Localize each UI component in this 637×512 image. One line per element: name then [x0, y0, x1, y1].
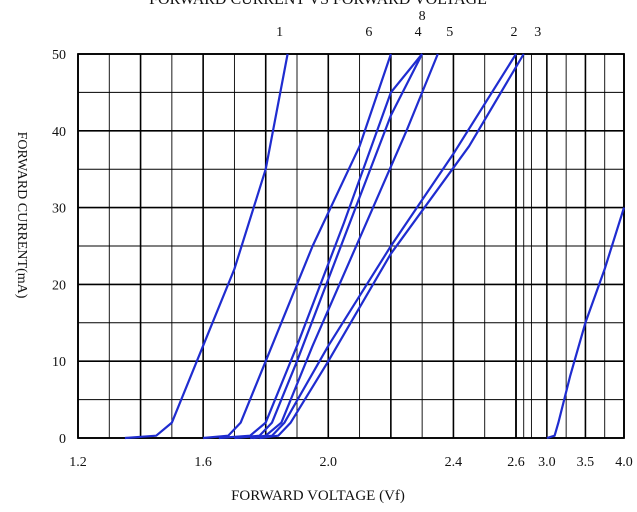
x-tick-labels: 1.2 1.6 2.0 2.4 2.6 3.0 3.5 4.0 [69, 455, 633, 470]
series-line-unlabeled [546, 207, 626, 440]
x-tick-label: 3.0 [538, 455, 556, 470]
y-tick-label: 50 [52, 48, 66, 63]
series-line-1 [124, 53, 289, 440]
series-label: 3 [534, 25, 541, 40]
series-line-6 [202, 53, 392, 440]
y-tick-label: 0 [59, 432, 66, 447]
y-tick-label: 20 [52, 278, 66, 293]
y-tick-label: 30 [52, 202, 66, 217]
x-tick-label: 1.6 [194, 455, 212, 470]
x-tick-label: 2.6 [507, 455, 525, 470]
series-lines [124, 53, 626, 440]
series-label: 6 [365, 25, 372, 40]
chart-title: FORWARD CURRENT VS FORWARD VOLTAGE [149, 0, 487, 8]
series-label: 4 [415, 25, 422, 40]
plot-frame [77, 53, 625, 439]
x-tick-label: 4.0 [615, 455, 633, 470]
x-tick-label: 2.0 [320, 455, 338, 470]
series-label: 8 [419, 9, 426, 24]
x-tick-label: 2.4 [445, 455, 463, 470]
x-tick-label: 1.2 [69, 455, 87, 470]
x-axis-label: FORWARD VOLTAGE (Vf) [231, 488, 405, 504]
y-tick-labels: 0 10 20 30 40 50 [52, 48, 66, 447]
series-line-3 [259, 53, 525, 440]
series-labels: 1 6 48 5 2 3 [276, 9, 541, 40]
y-axis-label: FORWARD CURRENT(mA) [14, 132, 29, 299]
x-tick-label: 3.5 [577, 455, 595, 470]
y-tick-label: 10 [52, 355, 66, 370]
y-tick-label: 40 [52, 125, 66, 140]
series-label: 5 [446, 25, 453, 40]
series-label: 1 [276, 25, 283, 40]
series-label: 2 [511, 25, 518, 40]
grid [77, 53, 625, 439]
